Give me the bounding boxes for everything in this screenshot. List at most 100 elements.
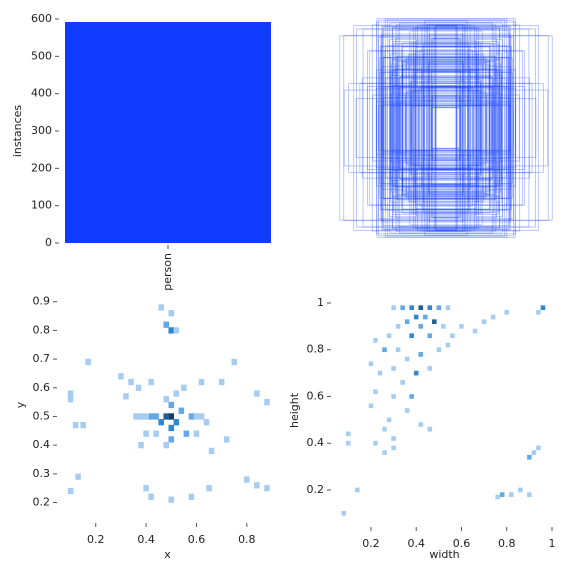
label-box [389,53,503,203]
hist-cell [441,324,446,329]
label-box [404,92,488,164]
label-box [383,50,509,206]
label-box [375,69,517,187]
label-box [385,45,507,211]
hist-cell [163,321,170,328]
label-box [405,58,487,198]
label-box [430,97,462,159]
y-tick-label: 0.9 [33,295,51,308]
label-box [343,34,549,222]
hist-cell [133,413,139,420]
label-box [397,61,495,195]
label-box [396,68,496,188]
hist-cell [373,338,378,343]
label-box [415,72,477,184]
hist-cell [409,305,414,311]
label-box [418,86,474,170]
label-box [392,26,500,230]
hist-cell [188,493,195,500]
label-box [401,42,491,214]
hist-cell [527,492,532,497]
label-box [366,86,526,170]
y-tick-label: 0 [45,236,52,249]
hist-cell [128,378,134,386]
label-box [396,95,496,161]
hist-cell [198,413,205,420]
hist-cell [391,436,396,441]
y-tick-label: 600 [31,12,52,25]
hist-cell [135,384,142,391]
label-box [423,79,469,177]
label-box [435,24,457,232]
hist-cell [118,373,124,380]
label-box [429,86,463,170]
label-box [410,99,482,157]
label-box [409,81,483,175]
hist-cell [168,424,175,432]
label-box [381,102,511,154]
label-box [401,61,491,195]
label-box [426,80,466,176]
hist-cell [158,304,164,311]
hist-cell [391,366,396,371]
label-box [409,30,483,226]
label-box [356,28,536,228]
label-box [431,38,461,218]
label-box [424,20,468,236]
hist-cell [203,419,210,426]
label-box [393,41,499,215]
hist-cell [418,324,423,329]
hist-cell [377,370,383,376]
hist-cell [183,430,190,437]
hist-cell [445,342,451,348]
hist-cell [536,445,541,451]
label-box [376,21,516,235]
hist-cell [418,305,423,311]
label-box [410,90,482,166]
label-box [395,24,497,232]
hist-cell [218,378,225,386]
y-tick-label: 0.2 [33,496,51,509]
bar [65,21,271,244]
label-box [405,96,487,160]
y-axis-label: y [14,401,27,408]
hist-cell [368,361,374,367]
label-box [426,100,466,156]
label-box [401,61,491,195]
label-box [424,95,468,161]
hist-cell [432,319,437,325]
label-box [405,63,487,193]
label-box [359,82,533,174]
label-box [392,69,500,187]
hist-cell [540,305,546,311]
label-box [382,86,510,170]
label-box [408,54,484,202]
label-box [403,67,489,189]
label-box [391,59,501,197]
label-box [398,86,494,170]
label-box [428,24,464,232]
label-box [382,27,510,229]
label-box [428,33,464,223]
hist-cell [382,450,387,455]
label-box [430,70,462,186]
hist-cell [404,356,410,362]
label-box [380,46,512,210]
y-tick-label: 0.2 [307,483,325,496]
hist-cell [409,394,414,399]
hist-cell [386,417,392,423]
label-box [415,39,477,217]
label-box [395,56,497,200]
hist-cell [67,487,74,495]
label-box [382,30,510,226]
y-axis-label: height [288,392,301,428]
label-box [362,28,530,228]
hist-cell [163,413,170,420]
hist-cell [148,378,154,386]
label-box [382,57,510,199]
hist-cell [404,408,410,413]
y-tick-label: 100 [31,199,52,212]
y-tick-label: 0.7 [33,352,51,365]
hist-cell [143,485,149,492]
y-tick-label: 0.4 [33,438,51,451]
